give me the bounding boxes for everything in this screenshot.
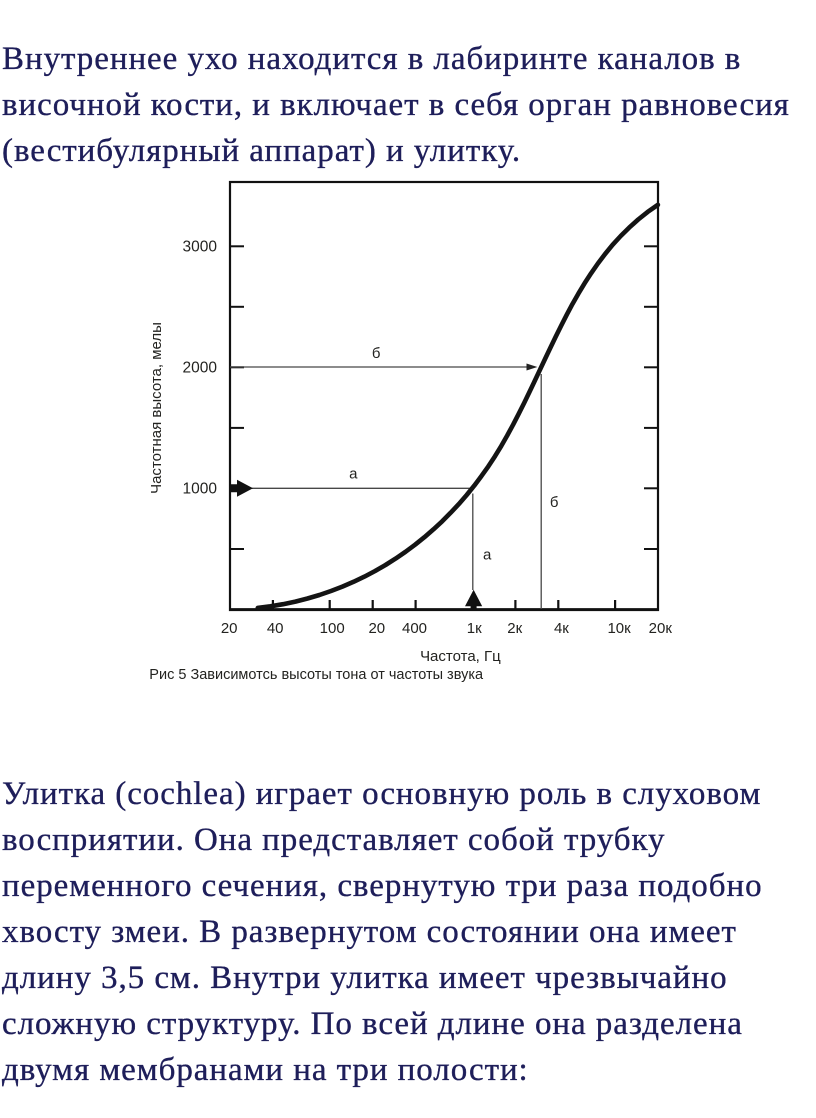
svg-text:20к: 20к: [649, 620, 673, 637]
svg-text:а: а: [349, 466, 358, 483]
svg-text:а: а: [483, 547, 492, 564]
svg-text:100: 100: [320, 620, 345, 637]
svg-text:1000: 1000: [183, 481, 218, 498]
svg-text:Частотная высота, мелы: Частотная высота, мелы: [148, 322, 165, 494]
svg-text:4к: 4к: [554, 620, 569, 637]
svg-text:40: 40: [267, 620, 284, 637]
svg-text:Рис 5 Зависимотсь высоты тона: Рис 5 Зависимотсь высоты тона от частоты…: [149, 667, 484, 683]
svg-text:2000: 2000: [183, 360, 218, 377]
svg-text:2к: 2к: [507, 620, 522, 637]
svg-text:400: 400: [402, 620, 427, 637]
svg-text:б: б: [372, 345, 381, 362]
svg-text:б: б: [550, 494, 559, 511]
svg-text:3000: 3000: [183, 239, 218, 256]
svg-text:10к: 10к: [607, 620, 631, 637]
svg-text:Частота, Гц: Частота, Гц: [420, 648, 501, 665]
svg-text:20: 20: [221, 620, 238, 637]
svg-text:1к: 1к: [467, 620, 482, 637]
svg-text:20: 20: [368, 620, 385, 637]
